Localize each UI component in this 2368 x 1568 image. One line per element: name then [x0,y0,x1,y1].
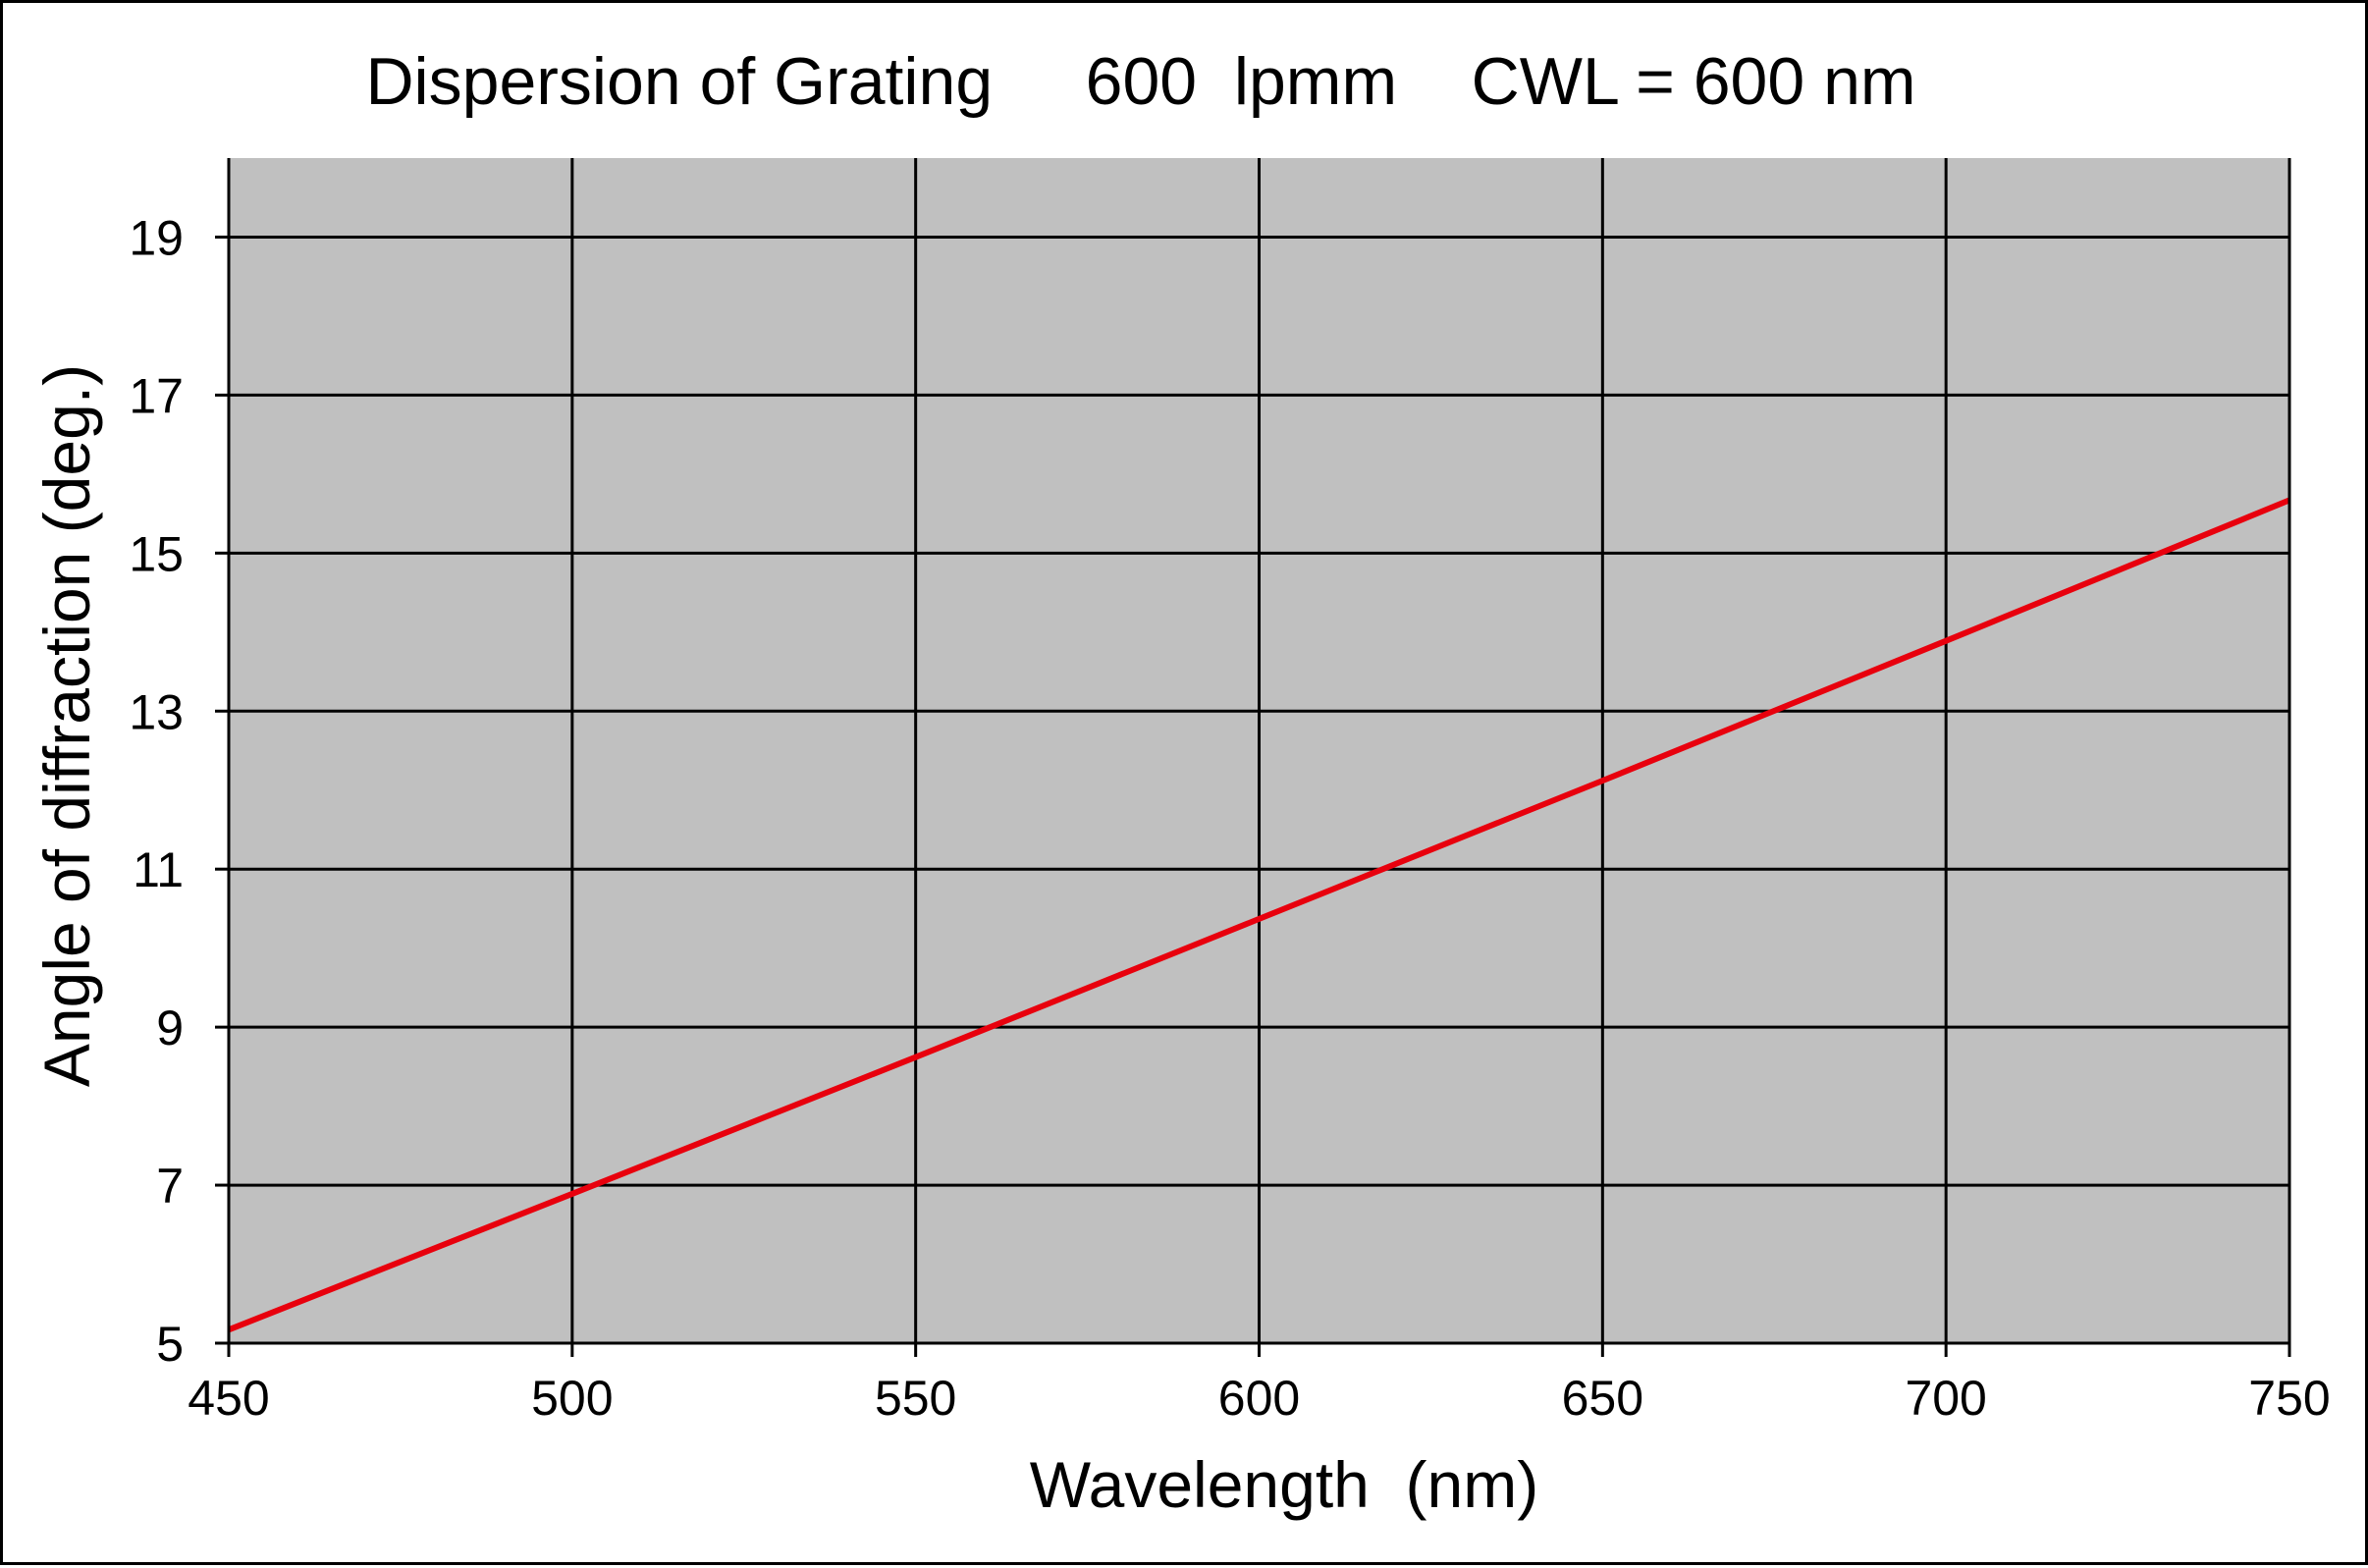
x-tick-label: 500 [531,1371,613,1426]
y-tick-label: 9 [156,1000,184,1055]
y-tick-label: 11 [133,842,184,897]
y-tick-label: 13 [129,684,184,739]
y-tick-label: 7 [156,1159,184,1214]
x-tick-label: 650 [1562,1371,1643,1426]
y-tick-label: 17 [129,368,184,423]
x-tick-label: 450 [188,1371,269,1426]
y-tick-label: 15 [129,526,184,581]
x-axis-tick-labels: 450 500 550 600 650 700 750 [188,1371,2330,1426]
y-tick-label: 19 [129,210,184,265]
grid-lines [229,158,2289,1343]
x-tick-label: 550 [875,1371,956,1426]
y-tick-label: 5 [156,1317,184,1372]
x-tick-label: 700 [1905,1371,1986,1426]
y-axis-tick-labels: 5 7 9 11 13 15 17 19 [129,210,184,1372]
chart-title: Dispersion of Grating 600 lpmm CWL = 600… [365,44,1915,119]
x-axis-title: Wavelength (nm) [1030,1448,1538,1521]
x-tick-label: 600 [1218,1371,1300,1426]
y-axis-title: Angle of diffraction (deg.) [30,364,103,1087]
series-layer [227,497,2291,1333]
chart: Dispersion of Grating 600 lpmm CWL = 600… [30,44,2331,1521]
x-tick-label: 750 [2248,1371,2330,1426]
axes [215,158,2291,1357]
series-line-0 [227,497,2291,1333]
